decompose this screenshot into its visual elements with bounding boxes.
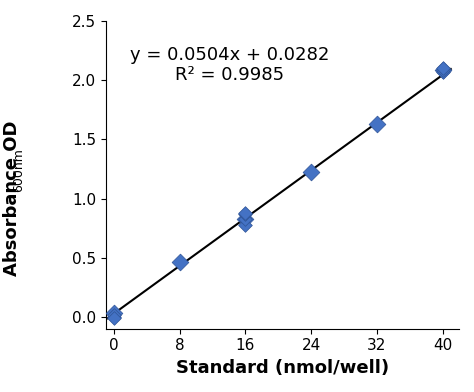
Point — [242, 210, 249, 216]
Text: Absorbance OD: Absorbance OD — [3, 120, 21, 276]
X-axis label: Standard (nmol/well): Standard (nmol/well) — [176, 359, 389, 377]
Point — [439, 65, 447, 71]
Point — [439, 66, 447, 73]
Point — [242, 221, 249, 228]
Point — [439, 66, 447, 73]
Point — [176, 259, 183, 265]
Point — [242, 216, 249, 222]
Point — [439, 69, 447, 75]
Text: 600nm: 600nm — [12, 149, 26, 192]
Point — [110, 314, 118, 320]
Point — [110, 310, 118, 316]
Point — [307, 169, 315, 176]
Text: y = 0.0504x + 0.0282
R² = 0.9985: y = 0.0504x + 0.0282 R² = 0.9985 — [130, 45, 329, 84]
Point — [110, 315, 118, 321]
Point — [242, 216, 249, 222]
Point — [242, 211, 249, 217]
Point — [373, 121, 381, 127]
Point — [110, 311, 118, 318]
